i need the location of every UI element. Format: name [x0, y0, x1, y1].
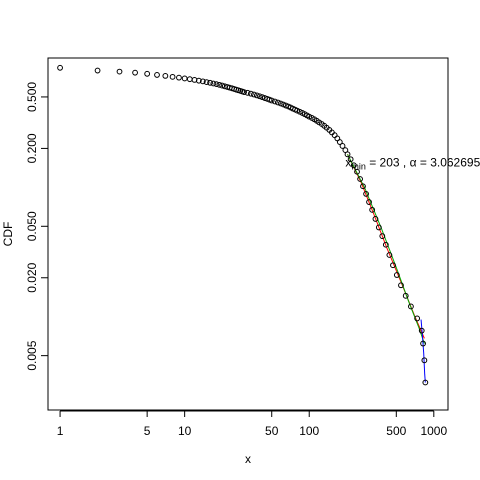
data-point	[253, 92, 260, 99]
plot-frame	[47, 57, 449, 411]
data-point	[354, 168, 360, 175]
data-point	[357, 176, 363, 182]
y-axis: 0.005 0.020 0.050 0.200 0.500	[25, 82, 49, 371]
data-point	[132, 69, 138, 76]
x-tick-label: 50	[265, 424, 279, 438]
data-point	[414, 315, 421, 322]
data-point	[393, 272, 400, 278]
x-axis-label: x	[245, 452, 251, 466]
data-point	[219, 82, 226, 89]
data-point	[186, 76, 193, 83]
y-tick-label: 0.200	[25, 133, 39, 163]
data-point	[247, 90, 254, 97]
data-point	[418, 327, 425, 334]
data-point	[203, 79, 210, 86]
data-point	[422, 379, 429, 386]
data-point	[421, 357, 428, 364]
y-tick-label: 0.005	[25, 340, 39, 370]
data-point	[375, 224, 382, 231]
fit-line	[420, 319, 426, 383]
y-tick-label: 0.020	[25, 262, 39, 292]
data-point	[195, 77, 202, 84]
data-point	[336, 139, 343, 145]
data-point	[402, 292, 409, 299]
data-point	[420, 340, 426, 347]
y-tick-label: 0.500	[25, 82, 39, 112]
data-point	[339, 143, 346, 149]
data-point	[372, 216, 379, 222]
x-tick-label: 100	[299, 424, 319, 438]
data-point	[271, 98, 278, 105]
y-axis-label: CDF	[1, 222, 15, 247]
x-tick-label: 1000	[420, 424, 447, 438]
data-point	[369, 206, 376, 213]
data-point	[210, 80, 217, 87]
data-point	[268, 97, 275, 104]
annotation-x: x	[345, 155, 351, 169]
annotation-min-subscript: min	[351, 161, 366, 171]
data-point	[162, 73, 169, 79]
data-point	[386, 252, 393, 258]
x-tick-label: 1	[57, 424, 64, 438]
data-point	[57, 64, 63, 71]
data-point	[274, 99, 281, 106]
y-tick-label: 0.050	[25, 211, 39, 241]
data-point	[331, 132, 338, 139]
data-point	[144, 70, 151, 77]
x-tick-label: 500	[386, 424, 406, 438]
data-point	[277, 100, 284, 107]
x-axis: 1 5 10 50 100 500 1000	[57, 410, 447, 438]
data-point	[347, 156, 354, 163]
data-point	[294, 107, 301, 114]
data-point	[244, 89, 251, 96]
data-point	[216, 81, 223, 88]
data-point	[251, 91, 257, 98]
data-point	[363, 191, 369, 197]
data-points	[57, 64, 429, 386]
data-point	[116, 68, 123, 75]
fit-line	[347, 154, 425, 339]
data-point	[169, 73, 176, 80]
x-tick-label: 10	[178, 424, 192, 438]
data-point	[259, 94, 266, 101]
data-point	[344, 151, 351, 158]
data-point	[154, 72, 160, 78]
data-point	[176, 74, 182, 81]
fit-line	[347, 154, 425, 344]
data-point	[181, 75, 188, 82]
data-point	[199, 78, 206, 85]
data-point	[94, 67, 101, 74]
data-point	[213, 81, 220, 88]
data-point	[366, 199, 372, 205]
annotation-values: = 203 , α = 3.062695	[366, 155, 480, 169]
data-point	[408, 303, 414, 310]
x-tick-label: 5	[144, 424, 151, 438]
fit-lines	[347, 154, 426, 383]
data-point	[379, 233, 386, 239]
data-point	[360, 183, 366, 190]
data-point	[207, 79, 213, 86]
data-point	[241, 89, 247, 95]
data-point	[382, 241, 389, 248]
data-point	[390, 262, 396, 269]
data-point	[256, 93, 263, 100]
data-point	[350, 162, 357, 169]
fit-annotation: xmin = 203 , α = 3.062695	[345, 155, 480, 171]
data-point	[398, 282, 404, 289]
